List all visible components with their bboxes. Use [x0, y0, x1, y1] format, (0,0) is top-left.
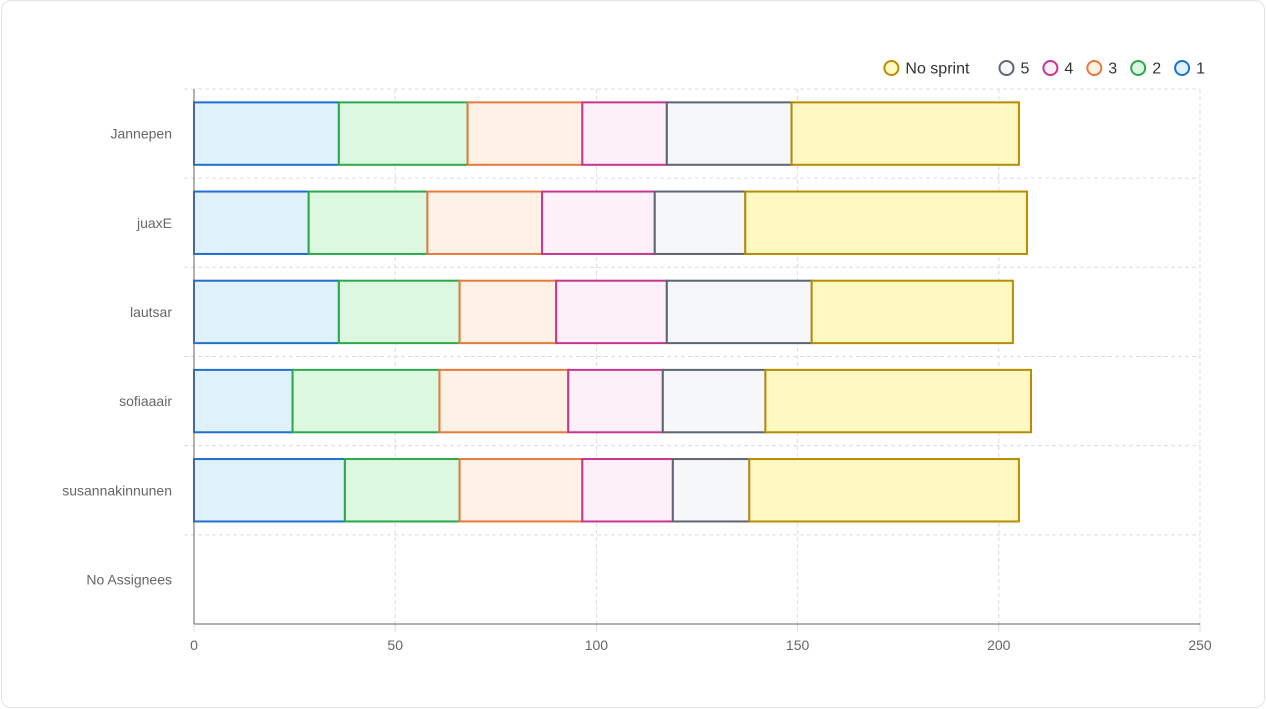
x-tick-label: 50 — [387, 637, 403, 653]
bar-segment — [671, 458, 751, 523]
y-category-label: susannakinnunen — [62, 482, 172, 498]
bar-segment — [665, 101, 793, 166]
legend-swatch — [883, 60, 900, 76]
bar-segment — [555, 279, 668, 345]
legend-label: 4 — [1064, 61, 1073, 78]
legend-swatch — [998, 60, 1015, 76]
bar-segment — [541, 190, 656, 255]
legend-label: 5 — [1021, 61, 1030, 78]
bar-segment — [458, 279, 558, 345]
legend-label: 2 — [1152, 61, 1161, 78]
legend-item[interactable]: 3 — [1086, 60, 1117, 78]
x-tick-label: 100 — [585, 637, 609, 653]
bar-segment — [790, 101, 1020, 166]
x-tick-label: 150 — [786, 637, 810, 653]
bar-segment — [748, 458, 1020, 523]
y-category-label: No Assignees — [86, 571, 172, 587]
bars — [193, 101, 1032, 523]
legend-swatch — [1130, 60, 1147, 76]
legend-swatch — [1042, 60, 1059, 76]
legend-item[interactable]: 5 — [998, 60, 1030, 78]
bar-segment — [193, 368, 294, 434]
legend-item[interactable]: 1 — [1174, 60, 1205, 78]
bar-segment — [337, 101, 469, 166]
bar-segment — [744, 190, 1028, 255]
bar-segment — [343, 458, 461, 523]
bar-segment — [810, 279, 1014, 345]
bar-segment — [291, 368, 441, 434]
legend-swatch — [1086, 60, 1103, 76]
bar-segment — [581, 101, 668, 166]
legend[interactable]: No sprint 5 4 3 2 1 — [883, 60, 1205, 78]
x-tick-label: 0 — [190, 637, 198, 653]
bar-segment — [567, 368, 664, 434]
y-category-label: sofiaaair — [119, 393, 172, 409]
x-tick-label: 250 — [1188, 637, 1212, 653]
bar-segment — [193, 458, 346, 523]
axes: 0 50 100 150 200 250 Jannepen juaxE lautsar sofia… — [62, 89, 1212, 653]
y-category-label: juaxE — [136, 215, 172, 231]
grid-lines — [184, 88, 1201, 624]
bar-segment — [193, 279, 340, 345]
y-category-label: lautsar — [130, 304, 172, 320]
legend-item[interactable]: No sprint — [883, 60, 970, 78]
bar-segment — [193, 101, 340, 166]
legend-label: No sprint — [905, 61, 970, 78]
bar-segment — [193, 190, 310, 255]
bar-segment — [438, 368, 570, 434]
legend-label: 3 — [1108, 61, 1117, 78]
x-tick-label: 200 — [987, 637, 1011, 653]
legend-swatch — [1174, 60, 1191, 76]
bar-segment — [665, 279, 813, 345]
bar-segment — [581, 458, 674, 523]
y-category-label: Jannepen — [110, 126, 172, 142]
bar-segment — [426, 190, 544, 255]
bar-segment — [764, 368, 1032, 434]
bar-segment — [653, 190, 747, 255]
legend-item[interactable]: 4 — [1042, 60, 1073, 78]
bar-segment — [307, 190, 429, 255]
legend-item[interactable]: 2 — [1130, 60, 1161, 78]
bar-segment — [337, 279, 461, 345]
bar-segment — [466, 101, 584, 166]
bar-segment — [458, 458, 584, 523]
legend-label: 1 — [1196, 61, 1205, 78]
bar-segment — [661, 368, 767, 434]
